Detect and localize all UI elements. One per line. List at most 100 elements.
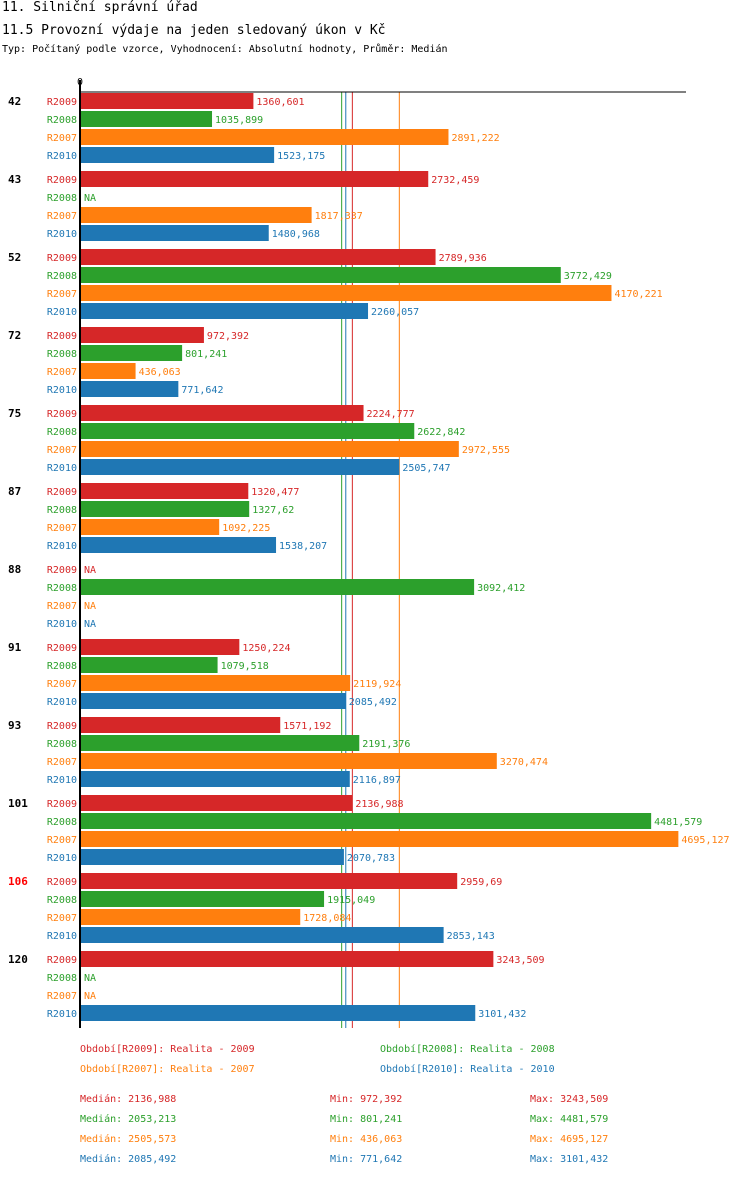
bar-75-r2007 bbox=[80, 441, 459, 457]
series-label-106-r2010: R2010 bbox=[47, 931, 77, 942]
bar-72-r2010 bbox=[80, 381, 179, 397]
bar-42-r2010 bbox=[80, 147, 275, 163]
bar-106-r2008 bbox=[80, 891, 325, 907]
na-label-88-r2010: NA bbox=[84, 619, 96, 630]
value-label-93-r2008: 2191,376 bbox=[362, 739, 410, 750]
series-label-42-r2008: R2008 bbox=[47, 115, 77, 126]
legend-r2009: Období[R2009]: Realita - 2009 bbox=[80, 1044, 255, 1055]
bar-43-r2007 bbox=[80, 207, 312, 223]
page-title: 11. Silniční správní úřad bbox=[2, 0, 198, 15]
series-label-120-r2010: R2010 bbox=[47, 1009, 77, 1020]
value-label-75-r2010: 2505,747 bbox=[402, 463, 450, 474]
bar-87-r2010 bbox=[80, 537, 277, 553]
legend-r2008: Období[R2008]: Realita - 2008 bbox=[380, 1044, 555, 1055]
bar-72-r2009 bbox=[80, 327, 204, 343]
value-label-72-r2008: 801,241 bbox=[185, 349, 227, 360]
series-label-91-r2007: R2007 bbox=[47, 679, 77, 690]
value-label-93-r2007: 3270,474 bbox=[500, 757, 548, 768]
series-label-43-r2008: R2008 bbox=[47, 193, 77, 204]
value-label-101-r2007: 4695,127 bbox=[681, 835, 729, 846]
bar-72-r2007 bbox=[80, 363, 136, 379]
value-label-101-r2009: 2136,988 bbox=[355, 799, 403, 810]
bar-93-r2009 bbox=[80, 717, 281, 733]
series-label-120-r2007: R2007 bbox=[47, 991, 77, 1002]
value-label-88-r2008: 3092,412 bbox=[477, 583, 525, 594]
bar-106-r2009 bbox=[80, 873, 458, 889]
stat-max-r2009: Max: 3243,509 bbox=[530, 1094, 609, 1105]
bar-52-r2009 bbox=[80, 249, 436, 265]
series-label-101-r2009: R2009 bbox=[47, 799, 77, 810]
series-label-88-r2010: R2010 bbox=[47, 619, 77, 630]
bar-91-r2008 bbox=[80, 657, 218, 673]
series-label-43-r2009: R2009 bbox=[47, 175, 77, 186]
group-label-120: 120 bbox=[8, 953, 28, 966]
value-label-87-r2009: 1320,477 bbox=[251, 487, 299, 498]
value-label-42-r2009: 1360,601 bbox=[256, 97, 304, 108]
bar-101-r2008 bbox=[80, 813, 652, 829]
series-label-91-r2010: R2010 bbox=[47, 697, 77, 708]
stat-median-r2007: Medián: 2505,573 bbox=[80, 1134, 177, 1145]
series-label-75-r2009: R2009 bbox=[47, 409, 77, 420]
bar-75-r2008 bbox=[80, 423, 415, 439]
series-label-101-r2008: R2008 bbox=[47, 817, 77, 828]
bar-120-r2009 bbox=[80, 951, 494, 967]
bar-72-r2008 bbox=[80, 345, 183, 361]
value-label-75-r2007: 2972,555 bbox=[462, 445, 510, 456]
series-label-91-r2008: R2008 bbox=[47, 661, 77, 672]
group-label-75: 75 bbox=[8, 407, 21, 420]
series-label-101-r2010: R2010 bbox=[47, 853, 77, 864]
value-label-42-r2010: 1523,175 bbox=[277, 151, 325, 162]
series-label-106-r2009: R2009 bbox=[47, 877, 77, 888]
value-label-106-r2010: 2853,143 bbox=[447, 931, 495, 942]
value-label-91-r2008: 1079,518 bbox=[221, 661, 269, 672]
bar-120-r2010 bbox=[80, 1005, 476, 1021]
bar-91-r2009 bbox=[80, 639, 240, 655]
bar-101-r2010 bbox=[80, 849, 344, 865]
bar-101-r2009 bbox=[80, 795, 353, 811]
stat-max-r2010: Max: 3101,432 bbox=[530, 1154, 609, 1165]
series-label-120-r2008: R2008 bbox=[47, 973, 77, 984]
bar-93-r2007 bbox=[80, 753, 497, 769]
bar-75-r2010 bbox=[80, 459, 400, 475]
value-label-72-r2009: 972,392 bbox=[207, 331, 249, 342]
value-label-93-r2009: 1571,192 bbox=[283, 721, 331, 732]
series-label-93-r2010: R2010 bbox=[47, 775, 77, 786]
series-label-88-r2008: R2008 bbox=[47, 583, 77, 594]
value-label-91-r2009: 1250,224 bbox=[242, 643, 290, 654]
group-label-42: 42 bbox=[8, 95, 21, 108]
bar-52-r2007 bbox=[80, 285, 612, 301]
value-label-91-r2010: 2085,492 bbox=[349, 697, 397, 708]
series-label-52-r2007: R2007 bbox=[47, 289, 77, 300]
bar-93-r2008 bbox=[80, 735, 360, 751]
bar-42-r2009 bbox=[80, 93, 254, 109]
group-label-72: 72 bbox=[8, 329, 21, 342]
value-label-106-r2008: 1915,049 bbox=[327, 895, 375, 906]
series-label-93-r2009: R2009 bbox=[47, 721, 77, 732]
series-label-72-r2007: R2007 bbox=[47, 367, 77, 378]
group-label-106: 106 bbox=[8, 875, 28, 888]
value-label-106-r2007: 1728,084 bbox=[303, 913, 351, 924]
series-label-87-r2010: R2010 bbox=[47, 541, 77, 552]
group-label-52: 52 bbox=[8, 251, 21, 264]
series-label-87-r2008: R2008 bbox=[47, 505, 77, 516]
value-label-52-r2009: 2789,936 bbox=[439, 253, 487, 264]
series-label-88-r2009: R2009 bbox=[47, 565, 77, 576]
series-label-93-r2007: R2007 bbox=[47, 757, 77, 768]
bar-87-r2009 bbox=[80, 483, 249, 499]
value-label-52-r2010: 2260,057 bbox=[371, 307, 419, 318]
value-label-72-r2010: 771,642 bbox=[181, 385, 223, 396]
bar-42-r2008 bbox=[80, 111, 213, 127]
bar-43-r2010 bbox=[80, 225, 269, 241]
chart-title: 11.5 Provozní výdaje na jeden sledovaný … bbox=[2, 23, 386, 38]
series-label-106-r2008: R2008 bbox=[47, 895, 77, 906]
value-label-43-r2010: 1480,968 bbox=[272, 229, 320, 240]
group-label-91: 91 bbox=[8, 641, 22, 654]
series-label-42-r2009: R2009 bbox=[47, 97, 77, 108]
series-label-75-r2008: R2008 bbox=[47, 427, 77, 438]
value-label-93-r2010: 2116,897 bbox=[353, 775, 401, 786]
value-label-42-r2008: 1035,899 bbox=[215, 115, 263, 126]
series-label-75-r2007: R2007 bbox=[47, 445, 77, 456]
stat-min-r2007: Min: 436,063 bbox=[330, 1134, 403, 1145]
series-label-120-r2009: R2009 bbox=[47, 955, 77, 966]
series-label-101-r2007: R2007 bbox=[47, 835, 77, 846]
